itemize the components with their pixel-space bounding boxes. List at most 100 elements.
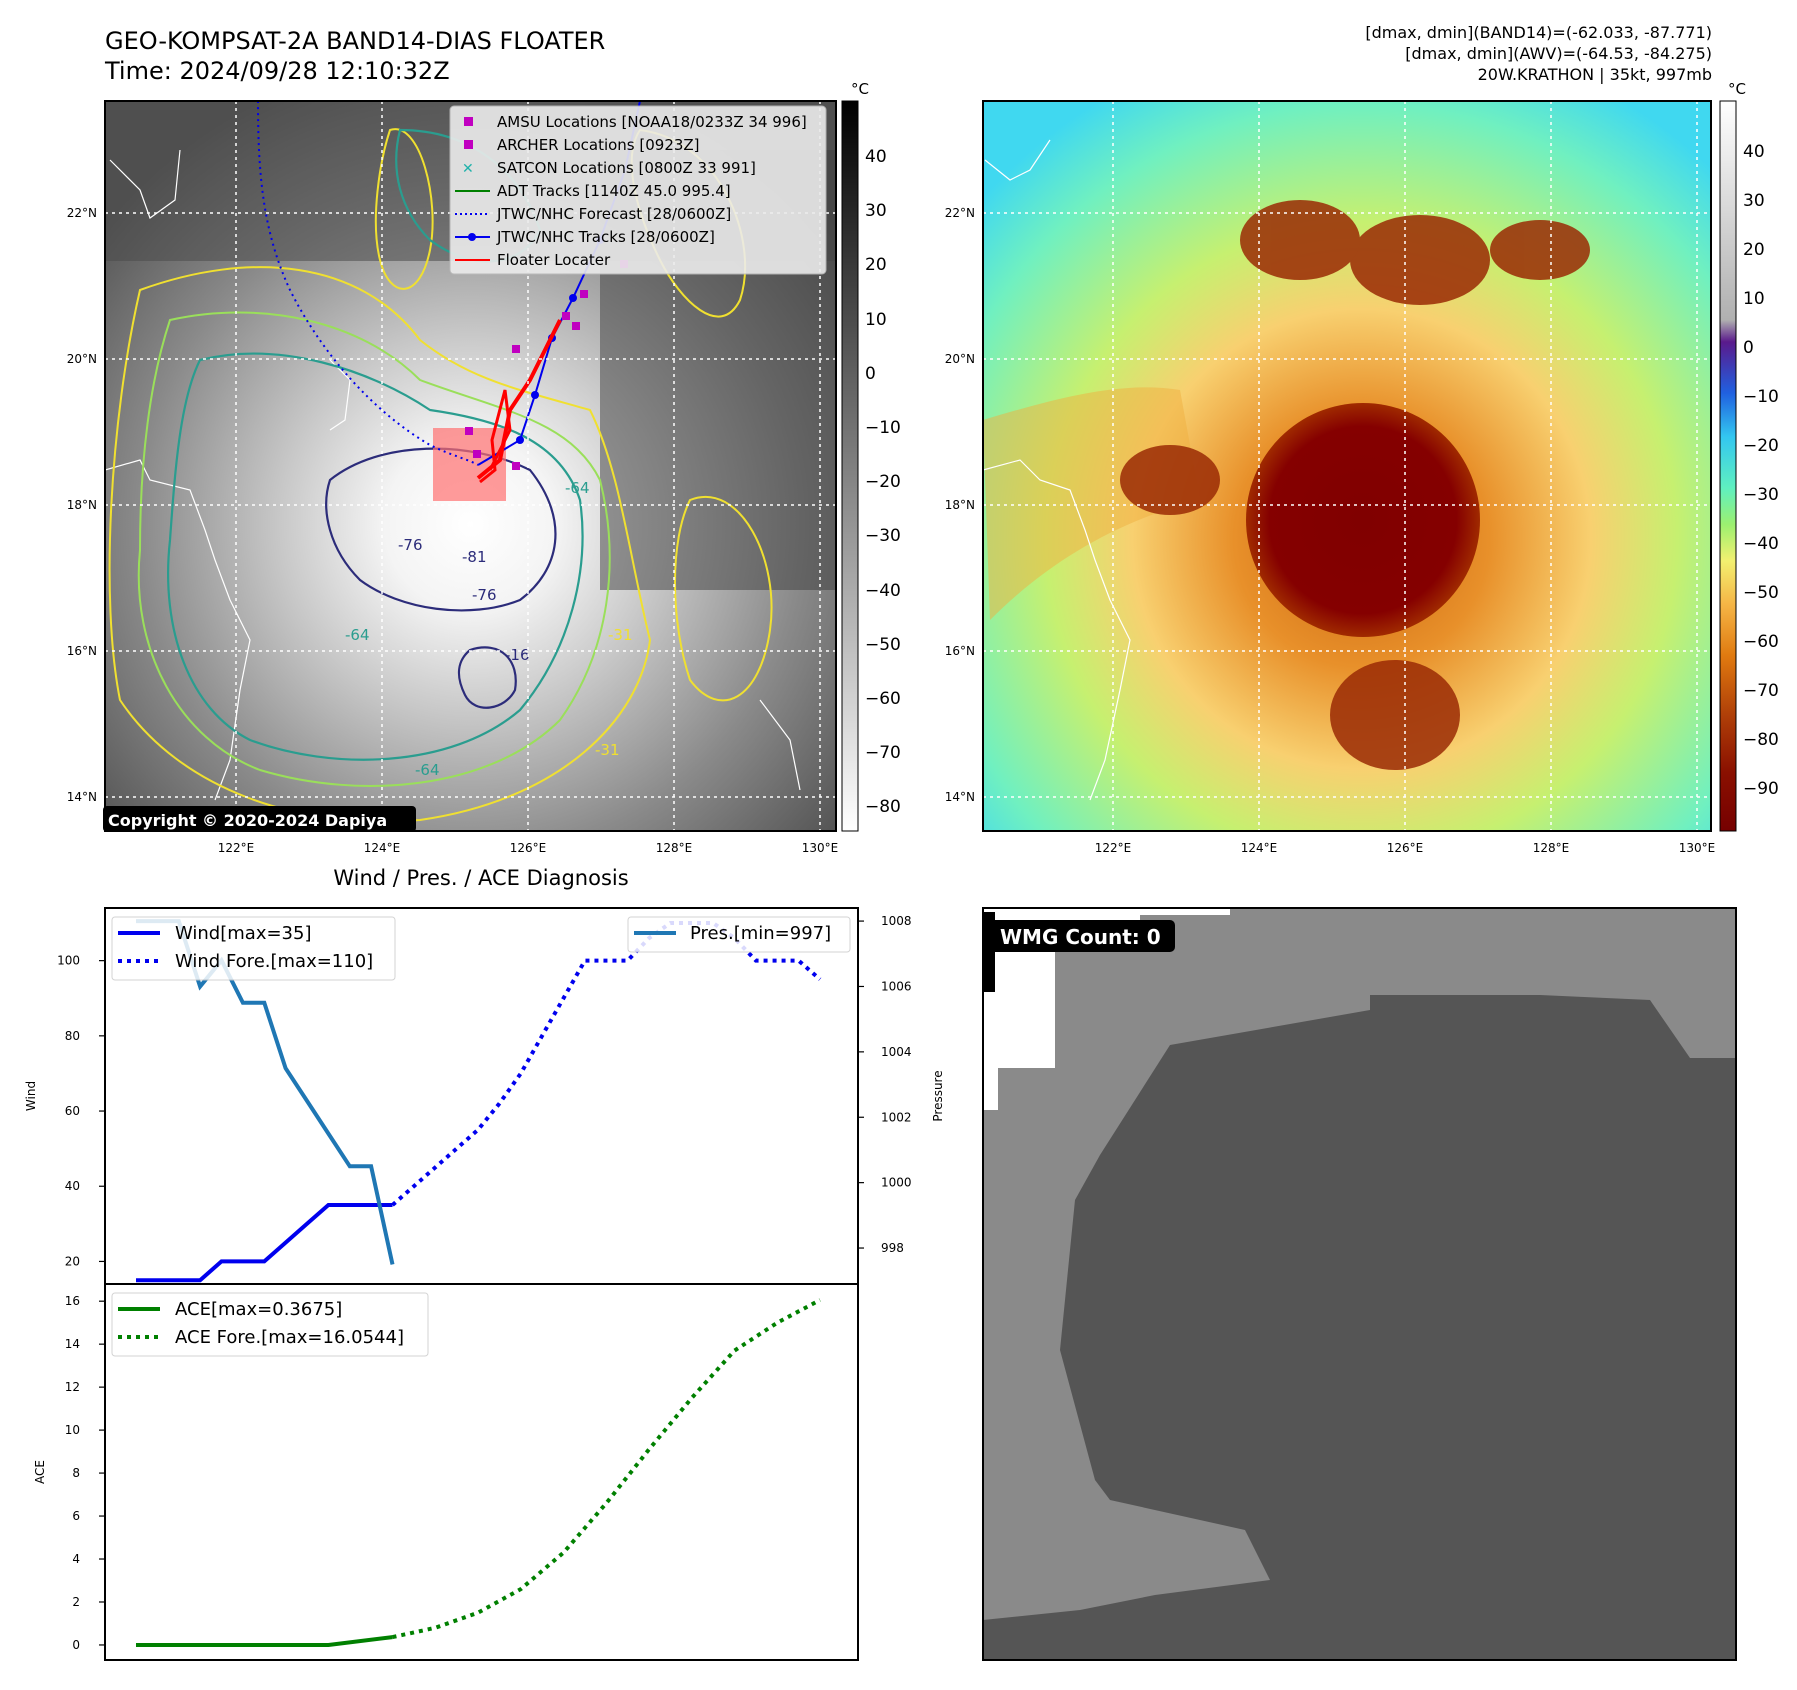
contour-label-1: -81 xyxy=(462,548,487,566)
lcb-tick-8: −40 xyxy=(865,581,901,601)
ace-legend-background xyxy=(111,1292,429,1357)
right-lon-122: 122°E xyxy=(1095,841,1132,855)
contour-label-5: -64 xyxy=(415,761,440,779)
coastline xyxy=(105,149,801,801)
legend-floater: Floater Locater xyxy=(497,251,611,269)
pressure-tick-label: 1006 xyxy=(881,979,912,993)
legend-background xyxy=(449,105,827,275)
ace-y-label: ACE xyxy=(33,1460,47,1484)
left-lat-22: 22°N xyxy=(67,206,97,220)
legend-jtwc-forecast: JTWC/NHC Forecast [28/0600Z] xyxy=(496,205,731,223)
rcb-tick-9: −50 xyxy=(1743,583,1779,603)
wind-legend: Wind[max=35] Wind Fore.[max=110] xyxy=(111,916,396,981)
right-colorbar-unit: °C xyxy=(1728,80,1746,98)
ace-legend-label: ACE[max=0.3675] xyxy=(175,1299,342,1320)
lcb-tick-4: 0 xyxy=(865,364,876,384)
ace-tick-label: 6 xyxy=(72,1509,80,1523)
ace-tick-label: 2 xyxy=(72,1595,80,1609)
rcb-tick-5: −10 xyxy=(1743,387,1779,407)
left-colorbar xyxy=(841,100,859,832)
wind-pressure-panel: 20 40 60 80 100 998 1000 1002 1004 1006 1008 Wind… xyxy=(24,907,945,1285)
wind-tick-label: 80 xyxy=(65,1029,80,1043)
contour-label-4: -64 xyxy=(345,626,370,644)
wind-y-label: Wind xyxy=(24,1081,38,1111)
contours-green xyxy=(137,311,611,787)
ace-tick-label: 16 xyxy=(65,1294,80,1308)
legend-adt: ADT Tracks [1140Z 45.0 995.4] xyxy=(497,182,731,200)
awv-coastline xyxy=(983,139,1131,801)
rcb-tick-12: −80 xyxy=(1743,730,1779,750)
right-lat-16: 16°N xyxy=(945,644,975,658)
left-lat-14: 14°N xyxy=(67,790,97,804)
rcb-tick-4: 0 xyxy=(1743,338,1754,358)
lcb-tick-5: −10 xyxy=(865,418,901,438)
ace-tick-label: 10 xyxy=(65,1423,80,1437)
right-lon-124: 124°E xyxy=(1241,841,1278,855)
ace-fore-legend-label: ACE Fore.[max=16.0544] xyxy=(175,1327,404,1348)
contour-label-group: -81 -76 -64 -64 -64 -31 -31 -16 -76 xyxy=(345,479,633,779)
wind-y-ticks: 20 40 60 80 100 xyxy=(57,954,105,1268)
wind-tick-label: 20 xyxy=(65,1254,80,1268)
right-map-lat-labels: 22°N 20°N 18°N 16°N 14°N xyxy=(945,206,975,804)
legend-satcon: SATCON Locations [0800Z 33 991] xyxy=(497,159,756,177)
wind-legend-label: Wind[max=35] xyxy=(175,923,312,944)
ace-tick-label: 14 xyxy=(65,1337,80,1351)
title-line-1: GEO-KOMPSAT-2A BAND14-DIAS FLOATER xyxy=(105,27,606,55)
left-colorbar-ticks: 40 30 20 10 0 −10 −20 −30 −40 −50 −60 −7… xyxy=(865,147,901,817)
floater-track xyxy=(479,389,512,484)
figure-title: GEO-KOMPSAT-2A BAND14-DIAS FLOATER Time: … xyxy=(105,26,605,86)
map-legend: AMSU Locations [NOAA18/0233Z 34 996] ARC… xyxy=(449,105,827,275)
awv-gridlines xyxy=(983,101,1711,831)
left-lon-128: 128°E xyxy=(656,841,693,855)
pressure-y-ticks: 998 1000 1002 1004 1006 1008 xyxy=(858,914,912,1255)
left-lat-20: 20°N xyxy=(67,352,97,366)
wind-legend-background xyxy=(111,916,396,981)
contour-label-7: -31 xyxy=(608,626,633,644)
tracks-legend-point xyxy=(468,233,476,241)
rcb-tick-8: −40 xyxy=(1743,534,1779,554)
contour-label-8: -16 xyxy=(505,646,530,664)
rcb-tick-10: −60 xyxy=(1743,632,1779,652)
awv-eye xyxy=(1246,403,1480,637)
wmg-count-text: WMG Count: 0 xyxy=(1000,925,1161,949)
pressure-tick-label: 998 xyxy=(881,1241,904,1255)
awv-map-frame xyxy=(982,100,1712,832)
pressure-legend-background xyxy=(627,916,851,953)
pressure-tick-label: 1004 xyxy=(881,1045,912,1059)
rcb-tick-0: 40 xyxy=(1743,142,1765,162)
contour-label-2: -76 xyxy=(472,586,497,604)
lcb-tick-12: −80 xyxy=(865,797,901,817)
left-lon-124: 124°E xyxy=(364,841,401,855)
lcb-tick-1: 30 xyxy=(865,201,887,221)
left-lat-18: 18°N xyxy=(67,498,97,512)
wmg-count-badge xyxy=(989,920,1175,952)
pressure-y-label: Pressure xyxy=(931,1070,945,1121)
ace-tick-label: 0 xyxy=(72,1638,80,1652)
archer-legend-marker xyxy=(464,140,473,149)
left-colorbar-unit: °C xyxy=(851,80,869,98)
amsu-legend-marker xyxy=(464,117,473,126)
lcb-tick-11: −70 xyxy=(865,743,901,763)
right-lon-130: 130°E xyxy=(1679,841,1716,855)
contour-label-9: -76 xyxy=(398,536,423,554)
left-lon-126: 126°E xyxy=(510,841,547,855)
contour-label-3: -64 xyxy=(565,479,590,497)
wind-fore-legend-label: Wind Fore.[max=110] xyxy=(175,951,373,972)
rcb-tick-11: −70 xyxy=(1743,681,1779,701)
right-lat-18: 18°N xyxy=(945,498,975,512)
pressure-legend-label: Pres.[min=997] xyxy=(690,923,831,944)
rcb-tick-2: 20 xyxy=(1743,240,1765,260)
left-lon-130: 130°E xyxy=(802,841,839,855)
info-line-1: [dmax, dmin](BAND14)=(-62.033, -87.771) xyxy=(1365,23,1712,42)
right-lat-20: 20°N xyxy=(945,352,975,366)
left-lon-122: 122°E xyxy=(218,841,255,855)
info-line-2: [dmax, dmin](AWV)=(-64.53, -84.275) xyxy=(1405,44,1712,63)
pressure-tick-label: 1000 xyxy=(881,1176,912,1190)
copyright-badge xyxy=(103,806,416,832)
right-lat-14: 14°N xyxy=(945,790,975,804)
satcon-legend-marker: ✕ xyxy=(462,161,474,177)
ace-series-lines xyxy=(135,1298,821,1647)
wmg-dark-region xyxy=(983,995,1736,1660)
lcb-tick-2: 20 xyxy=(865,255,887,275)
